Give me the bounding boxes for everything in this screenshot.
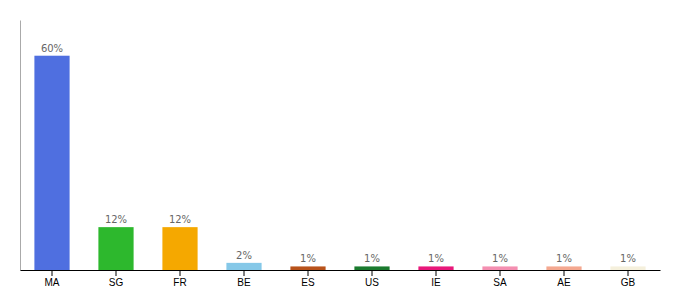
x-tick-label: MA bbox=[45, 277, 60, 288]
x-tick: IE bbox=[431, 270, 441, 288]
data-label: 1% bbox=[364, 253, 380, 264]
data-label: 12% bbox=[105, 214, 127, 225]
x-tick-label: US bbox=[365, 277, 379, 288]
plot: MA SG FR BE ES US IE SA AE GB 60% 12% 12% 2% 1% 1% 1% 1% 1… bbox=[21, 21, 661, 289]
x-tick-label: BE bbox=[237, 277, 251, 288]
x-tick: AE bbox=[557, 270, 571, 288]
x-tick: ES bbox=[301, 270, 315, 288]
data-label: 1% bbox=[428, 253, 444, 264]
x-tick-label: AE bbox=[557, 277, 571, 288]
x-tick-label: GB bbox=[621, 277, 636, 288]
bar bbox=[482, 266, 517, 270]
bar bbox=[418, 266, 453, 270]
x-tick: BE bbox=[237, 270, 251, 288]
data-label: 1% bbox=[620, 253, 636, 264]
data-label: 2% bbox=[236, 250, 252, 261]
x-tick-label: SG bbox=[109, 277, 124, 288]
x-tick-label: FR bbox=[173, 277, 186, 288]
x-axis: MA SG FR BE ES US IE SA AE GB bbox=[21, 270, 661, 288]
x-tick-mark bbox=[500, 270, 501, 276]
bar bbox=[226, 263, 261, 270]
chart: MA SG FR BE ES US IE SA AE GB 60% 12% 12% 2% 1% 1% 1% 1% 1… bbox=[0, 0, 680, 300]
x-tick-mark bbox=[308, 270, 309, 276]
bars bbox=[34, 56, 645, 270]
x-tick: FR bbox=[173, 270, 186, 288]
x-tick-label: SA bbox=[493, 277, 507, 288]
x-tick-mark bbox=[180, 270, 181, 276]
data-label: 1% bbox=[492, 253, 508, 264]
data-label: 12% bbox=[169, 214, 191, 225]
data-labels: 60% 12% 12% 2% 1% 1% 1% 1% 1% 1% bbox=[41, 43, 636, 265]
x-tick: SG bbox=[109, 270, 124, 288]
bar bbox=[546, 266, 581, 270]
x-tick-mark bbox=[436, 270, 437, 276]
x-tick-mark bbox=[372, 270, 373, 276]
x-tick-mark bbox=[244, 270, 245, 276]
y-axis-line bbox=[20, 21, 21, 271]
x-tick-mark bbox=[564, 270, 565, 276]
x-tick: SA bbox=[493, 270, 507, 288]
x-tick-mark bbox=[116, 270, 117, 276]
x-tick: GB bbox=[621, 270, 636, 288]
bar bbox=[290, 266, 325, 270]
bar bbox=[610, 266, 645, 270]
x-tick-mark bbox=[628, 270, 629, 276]
x-tick-mark bbox=[52, 270, 53, 276]
x-tick-label: ES bbox=[301, 277, 315, 288]
data-label: 1% bbox=[556, 253, 572, 264]
bar bbox=[34, 56, 69, 270]
data-label: 60% bbox=[41, 43, 63, 54]
x-tick-label: IE bbox=[431, 277, 441, 288]
bar bbox=[98, 227, 133, 270]
bar bbox=[162, 227, 197, 270]
y-axis bbox=[20, 21, 21, 271]
x-tick: MA bbox=[45, 270, 60, 288]
bar bbox=[354, 266, 389, 270]
x-tick: US bbox=[365, 270, 379, 288]
data-label: 1% bbox=[300, 253, 316, 264]
